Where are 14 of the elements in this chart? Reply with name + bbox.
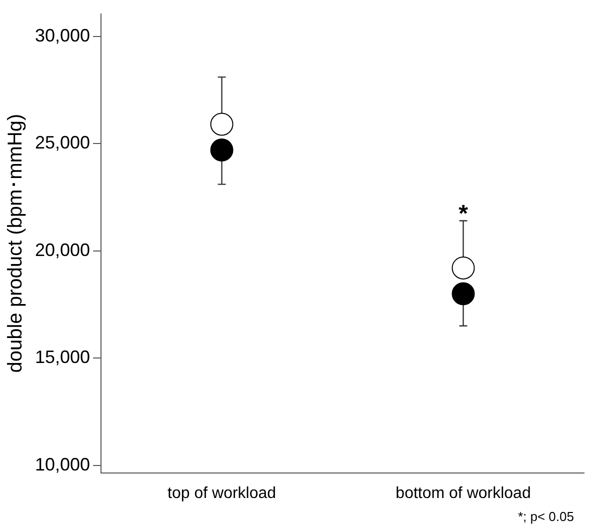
y-tick-label: 30,000 [34, 25, 90, 46]
x-tick-label: bottom of workload [396, 484, 531, 502]
annotation: * [458, 200, 469, 228]
y-tick-label: 20,000 [34, 240, 90, 260]
y-axis-title: double product (bpm･mmHg) [4, 114, 27, 373]
x-tick-label: top of workload [168, 484, 276, 502]
point [452, 282, 475, 306]
y-tick-label: 15,000 [34, 347, 90, 368]
point [210, 138, 234, 162]
y-tick-label: 25,000 [34, 132, 90, 153]
text: *; p< 0.05 [518, 509, 574, 524]
point [452, 256, 475, 280]
y-tick-label: 10,000 [34, 454, 90, 474]
point [210, 112, 234, 136]
